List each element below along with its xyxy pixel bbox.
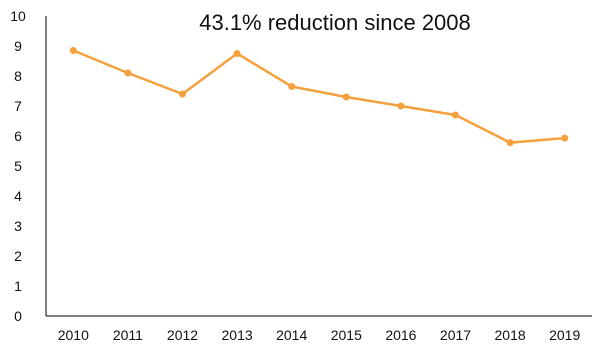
y-tick-label: 8	[14, 68, 22, 84]
y-axis-tick-labels: 0 1 2 3 4 5 6 7 8 9 10	[10, 8, 26, 324]
x-tick-label: 2014	[276, 327, 307, 343]
x-tick-label: 2013	[222, 327, 253, 343]
series-line	[72, 49, 565, 144]
y-tick-label: 4	[14, 188, 22, 204]
y-tick-label: 10	[10, 8, 26, 24]
y-tick-label: 2	[14, 248, 22, 264]
x-tick-label: 2012	[167, 327, 198, 343]
y-tick-label: 7	[14, 98, 22, 114]
x-tick-label: 2011	[113, 327, 143, 343]
x-tick-label: 2017	[440, 327, 471, 343]
x-tick-label: 2015	[331, 327, 362, 343]
data-point	[506, 139, 514, 147]
data-point	[124, 69, 132, 77]
x-tick-label: 2016	[385, 327, 416, 343]
x-tick-label: 2019	[549, 327, 580, 343]
data-point	[397, 102, 405, 110]
data-point	[233, 50, 241, 57]
data-point	[342, 93, 350, 101]
chart-annotation: 43.1% reduction since 2008	[199, 10, 471, 35]
data-point	[179, 90, 186, 98]
data-point	[561, 134, 569, 142]
series-points	[69, 47, 569, 147]
y-tick-label: 0	[14, 308, 22, 324]
y-tick-label: 3	[14, 218, 22, 234]
data-point	[452, 111, 459, 119]
y-tick-label: 6	[14, 128, 22, 144]
y-tick-label: 5	[14, 158, 22, 174]
data-point	[69, 47, 77, 54]
y-tick-label: 1	[14, 278, 22, 294]
x-axis-tick-labels: 2010 2011 2012 2013 2014 2015 2016 2017 2018 2019	[58, 327, 581, 343]
y-tick-label: 9	[14, 38, 22, 54]
x-tick-label: 2018	[495, 327, 526, 343]
x-tick-label: 2010	[58, 327, 89, 343]
data-point	[288, 83, 296, 90]
